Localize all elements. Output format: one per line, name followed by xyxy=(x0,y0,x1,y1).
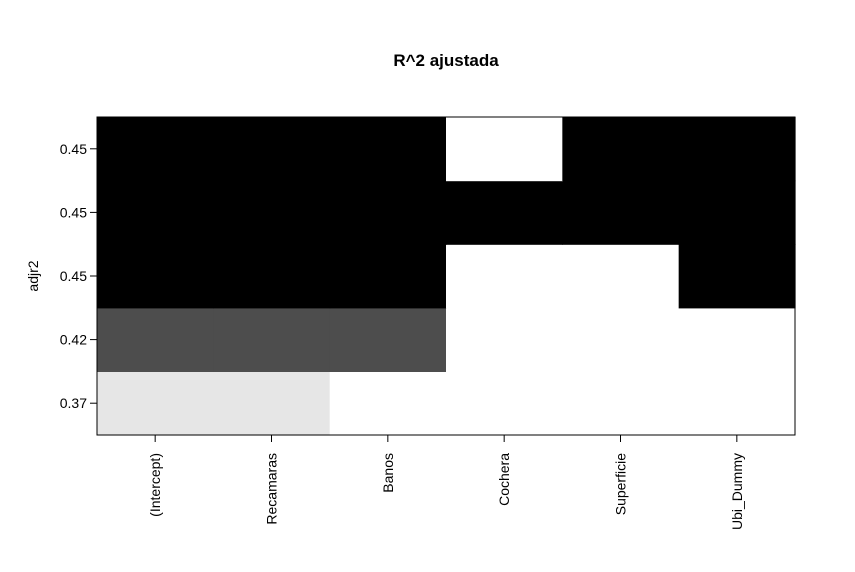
heatmap-cell xyxy=(213,244,331,309)
heatmap-cell xyxy=(213,180,331,245)
heatmap-cell xyxy=(329,180,447,245)
heatmap-cell xyxy=(562,307,680,372)
heatmap-cell xyxy=(97,117,214,182)
y-tick-label: 0.37 xyxy=(60,395,87,411)
heatmap-cell xyxy=(562,371,680,436)
chart-title: R^2 ajustada xyxy=(393,51,499,70)
y-tick-label: 0.45 xyxy=(60,141,87,157)
heatmap-cell xyxy=(329,117,447,182)
heatmap-cell xyxy=(678,180,796,245)
heatmap-cell xyxy=(446,180,563,245)
heatmap-cell xyxy=(562,180,680,245)
y-axis: 0.37 0.42 0.45 0.45 0.45 xyxy=(60,141,97,411)
heatmap-cell xyxy=(562,117,680,182)
heatmap-cell xyxy=(97,180,214,245)
x-tick-label: Recamaras xyxy=(264,453,280,525)
x-tick-label: Banos xyxy=(380,453,396,493)
heatmap-cell xyxy=(213,371,331,436)
y-tick-label: 0.45 xyxy=(60,204,87,220)
heatmap-cell xyxy=(97,244,214,309)
heatmap-cell xyxy=(678,117,796,182)
heatmap-cell xyxy=(446,371,563,436)
x-tick-label: (Intercept) xyxy=(147,453,163,517)
heatmap-cell xyxy=(678,307,796,372)
heatmap-cell xyxy=(678,371,796,436)
x-axis: (Intercept) Recamaras Banos Cochera Superfic… xyxy=(147,435,745,530)
heatmap-cell xyxy=(562,244,680,309)
heatmap-cell xyxy=(329,371,447,436)
y-tick-label: 0.45 xyxy=(60,268,87,284)
x-tick-label: Superficie xyxy=(613,453,629,515)
heatmap-cell xyxy=(329,244,447,309)
heatmap-cell xyxy=(446,307,563,372)
x-tick-label: Cochera xyxy=(496,453,512,506)
heatmap-cell xyxy=(446,244,563,309)
heatmap-cell xyxy=(213,307,331,372)
cells-group xyxy=(97,117,796,436)
heatmap-cell xyxy=(97,371,214,436)
y-tick-label: 0.42 xyxy=(60,332,87,348)
y-axis-label: adjr2 xyxy=(25,260,41,291)
heatmap-cell xyxy=(329,307,447,372)
heatmap-cell xyxy=(678,244,796,309)
heatmap-cell xyxy=(213,117,331,182)
x-tick-label: Ubi_Dummy xyxy=(729,453,745,530)
heatmap-cell xyxy=(97,307,214,372)
heatmap-cell xyxy=(446,117,563,182)
